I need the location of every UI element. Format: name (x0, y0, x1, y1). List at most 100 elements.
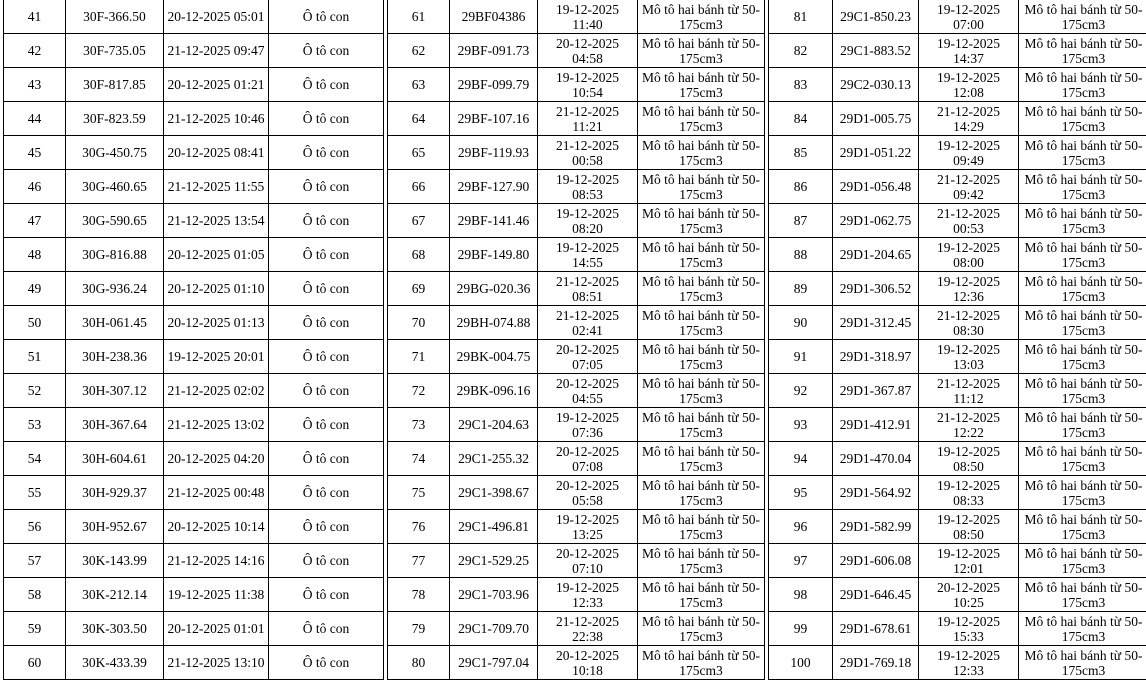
cell-plate: 29BK-096.16 (449, 373, 538, 408)
cell-time: 19-12-2025 13:25 (537, 509, 638, 544)
cell-time: 20-12-2025 10:25 (918, 577, 1019, 612)
cell-type: Ô tô con (268, 645, 384, 680)
table-row: 47 30G-590.65 21-12-2025 13:54 Ô tô con (3, 203, 384, 238)
table-row: 86 29D1-056.48 21-12-2025 09:42 Mô tô hai b… (768, 169, 1146, 204)
cell-time: 21-12-2025 11:12 (918, 373, 1019, 408)
cell-no: 80 (387, 645, 450, 680)
table-row: 66 29BF-127.90 19-12-2025 08:53 Mô tô hai b… (387, 169, 765, 204)
cell-plate: 30F-366.50 (65, 0, 164, 34)
cell-no: 61 (387, 0, 450, 34)
cell-plate: 29BF-127.90 (449, 169, 538, 204)
table-row: 79 29C1-709.70 21-12-2025 22:38 Mô tô hai b… (387, 611, 765, 646)
cell-plate: 29D1-051.22 (832, 135, 919, 170)
cell-time: 21-12-2025 08:51 (537, 271, 638, 306)
cell-plate: 29D1-564.92 (832, 475, 919, 510)
cell-time: 19-12-2025 07:36 (537, 407, 638, 442)
cell-no: 52 (3, 373, 66, 408)
cell-plate: 30H-952.67 (65, 509, 164, 544)
cell-no: 78 (387, 577, 450, 612)
cell-time: 19-12-2025 12:33 (918, 645, 1019, 680)
table-row: 64 29BF-107.16 21-12-2025 11:21 Mô tô hai b… (387, 101, 765, 136)
cell-plate: 30K-143.99 (65, 543, 164, 578)
table-row: 75 29C1-398.67 20-12-2025 05:58 Mô tô hai b… (387, 475, 765, 510)
cell-no: 53 (3, 407, 66, 442)
cell-plate: 29C1-204.63 (449, 407, 538, 442)
cell-time: 20-12-2025 05:58 (537, 475, 638, 510)
cell-time: 19-12-2025 12:33 (537, 577, 638, 612)
cell-plate: 30F-817.85 (65, 67, 164, 102)
table-row: 44 30F-823.59 21-12-2025 10:46 Ô tô con (3, 101, 384, 136)
cell-no: 62 (387, 33, 450, 68)
cell-no: 42 (3, 33, 66, 68)
cell-type: Mô tô hai bánh từ 50-175cm3 (637, 33, 765, 68)
table-row: 59 30K-303.50 20-12-2025 01:01 Ô tô con (3, 611, 384, 646)
cell-time: 20-12-2025 07:10 (537, 543, 638, 578)
cell-plate: 29BF-141.46 (449, 203, 538, 238)
cell-time: 21-12-2025 14:16 (163, 543, 269, 578)
cell-plate: 30G-590.65 (65, 203, 164, 238)
table-row: 58 30K-212.14 19-12-2025 11:38 Ô tô con (3, 577, 384, 612)
cell-plate: 30G-450.75 (65, 135, 164, 170)
cell-type: Ô tô con (268, 305, 384, 340)
cell-type: Mô tô hai bánh từ 50-175cm3 (1018, 339, 1146, 374)
cell-time: 19-12-2025 08:00 (918, 237, 1019, 272)
table-row: 100 29D1-769.18 19-12-2025 12:33 Mô tô hai … (768, 645, 1146, 680)
table-row: 92 29D1-367.87 21-12-2025 11:12 Mô tô hai b… (768, 373, 1146, 408)
cell-time: 20-12-2025 01:13 (163, 305, 269, 340)
cell-time: 19-12-2025 12:01 (918, 543, 1019, 578)
cell-plate: 29BF04386 (449, 0, 538, 34)
cell-time: 19-12-2025 10:54 (537, 67, 638, 102)
cell-type: Mô tô hai bánh từ 50-175cm3 (1018, 441, 1146, 476)
cell-time: 20-12-2025 04:58 (537, 33, 638, 68)
cell-no: 85 (768, 135, 833, 170)
cell-type: Mô tô hai bánh từ 50-175cm3 (1018, 407, 1146, 442)
cell-type: Mô tô hai bánh từ 50-175cm3 (1018, 101, 1146, 136)
cell-type: Ô tô con (268, 169, 384, 204)
table-row: 74 29C1-255.32 20-12-2025 07:08 Mô tô hai b… (387, 441, 765, 476)
cell-time: 20-12-2025 01:01 (163, 611, 269, 646)
cell-time: 21-12-2025 12:22 (918, 407, 1019, 442)
cell-type: Mô tô hai bánh từ 50-175cm3 (1018, 203, 1146, 238)
cell-no: 59 (3, 611, 66, 646)
cell-time: 21-12-2025 02:41 (537, 305, 638, 340)
cell-plate: 29D1-005.75 (832, 101, 919, 136)
cell-type: Mô tô hai bánh từ 50-175cm3 (637, 339, 765, 374)
cell-time: 21-12-2025 02:02 (163, 373, 269, 408)
table-row: 87 29D1-062.75 21-12-2025 00:53 Mô tô hai b… (768, 203, 1146, 238)
cell-time: 21-12-2025 22:38 (537, 611, 638, 646)
cell-time: 21-12-2025 10:46 (163, 101, 269, 136)
cell-no: 98 (768, 577, 833, 612)
table-row: 95 29D1-564.92 19-12-2025 08:33 Mô tô hai b… (768, 475, 1146, 510)
cell-no: 68 (387, 237, 450, 272)
cell-no: 50 (3, 305, 66, 340)
cell-plate: 30H-307.12 (65, 373, 164, 408)
cell-plate: 30G-816.88 (65, 237, 164, 272)
table-row: 83 29C2-030.13 19-12-2025 12:08 Mô tô hai b… (768, 67, 1146, 102)
cell-type: Ô tô con (268, 407, 384, 442)
cell-no: 60 (3, 645, 66, 680)
cell-plate: 29C1-797.04 (449, 645, 538, 680)
cell-no: 83 (768, 67, 833, 102)
table-row: 94 29D1-470.04 19-12-2025 08:50 Mô tô hai b… (768, 441, 1146, 476)
cell-type: Mô tô hai bánh từ 50-175cm3 (1018, 271, 1146, 306)
cell-no: 94 (768, 441, 833, 476)
table-row: 80 29C1-797.04 20-12-2025 10:18 Mô tô hai b… (387, 645, 765, 680)
table-row: 99 29D1-678.61 19-12-2025 15:33 Mô tô hai b… (768, 611, 1146, 646)
table-row: 41 30F-366.50 20-12-2025 05:01 Ô tô con (3, 0, 384, 34)
cell-type: Mô tô hai bánh từ 50-175cm3 (1018, 373, 1146, 408)
cell-plate: 29C1-496.81 (449, 509, 538, 544)
cell-plate: 29D1-646.45 (832, 577, 919, 612)
violation-table-rows-61-80: 61 29BF04386 19-12-2025 11:40 Mô tô hai bán… (387, 0, 765, 680)
cell-plate: 29BF-107.16 (449, 101, 538, 136)
cell-no: 55 (3, 475, 66, 510)
cell-plate: 30G-936.24 (65, 271, 164, 306)
cell-type: Mô tô hai bánh từ 50-175cm3 (1018, 169, 1146, 204)
cell-time: 19-12-2025 07:00 (918, 0, 1019, 34)
cell-no: 93 (768, 407, 833, 442)
cell-plate: 29D1-470.04 (832, 441, 919, 476)
cell-plate: 29C1-398.67 (449, 475, 538, 510)
cell-no: 58 (3, 577, 66, 612)
cell-time: 19-12-2025 09:49 (918, 135, 1019, 170)
cell-no: 72 (387, 373, 450, 408)
cell-no: 100 (768, 645, 833, 680)
